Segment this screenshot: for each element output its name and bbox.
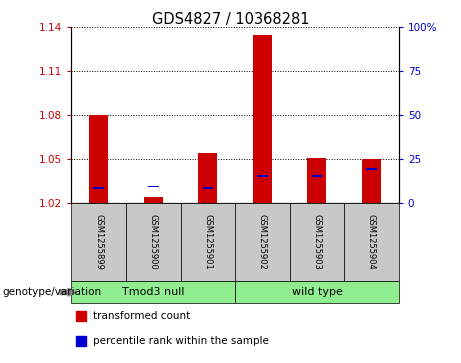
Bar <box>362 159 381 203</box>
Bar <box>312 175 322 177</box>
Text: GSM1255900: GSM1255900 <box>149 215 158 270</box>
Text: genotype/variation: genotype/variation <box>2 287 101 297</box>
Bar <box>202 187 213 189</box>
Bar <box>307 158 326 203</box>
Bar <box>253 34 272 203</box>
Bar <box>94 187 104 189</box>
Text: GSM1255904: GSM1255904 <box>367 215 376 270</box>
Text: wild type: wild type <box>291 287 343 297</box>
Bar <box>148 186 159 187</box>
Text: GDS4827 / 10368281: GDS4827 / 10368281 <box>152 12 309 26</box>
Text: GSM1255901: GSM1255901 <box>203 215 213 270</box>
Text: GSM1255899: GSM1255899 <box>94 215 103 270</box>
Text: percentile rank within the sample: percentile rank within the sample <box>93 336 269 346</box>
Text: Tmod3 null: Tmod3 null <box>122 287 184 297</box>
Text: GSM1255902: GSM1255902 <box>258 215 267 270</box>
Text: transformed count: transformed count <box>93 311 190 321</box>
Bar <box>366 168 377 170</box>
Bar <box>144 197 163 203</box>
Bar <box>198 154 218 203</box>
Text: GSM1255903: GSM1255903 <box>313 215 321 270</box>
Bar <box>257 175 268 177</box>
Bar <box>89 115 108 203</box>
